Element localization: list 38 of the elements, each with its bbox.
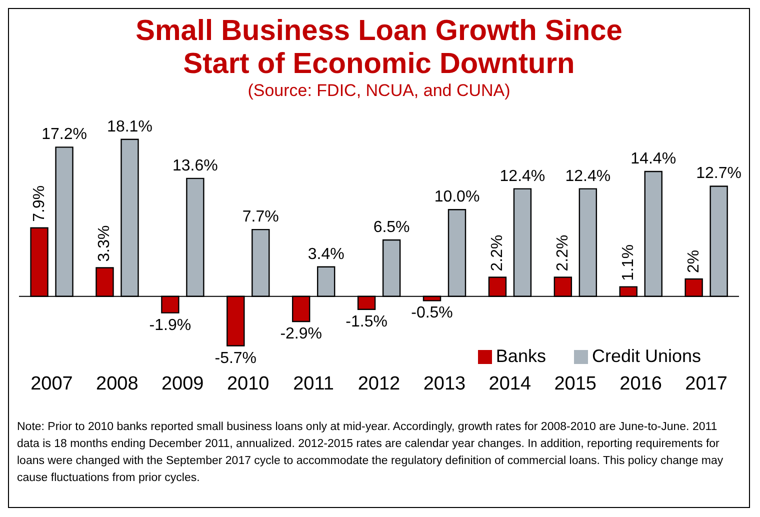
data-label: -0.5%	[411, 304, 453, 322]
data-label: 13.6%	[172, 157, 218, 174]
chart-subtitle: (Source: FDIC, NCUA, and CUNA)	[246, 81, 512, 101]
legend-label: Banks	[496, 346, 546, 366]
data-label: 3.4%	[308, 246, 344, 263]
data-label: 12.4%	[565, 168, 611, 185]
data-label: 10.0%	[434, 188, 480, 206]
data-label: 7.9%	[30, 185, 48, 222]
x-tick-label: 2008	[96, 373, 138, 394]
x-tick-label: 2011	[293, 373, 334, 394]
data-label: 2.2%	[488, 234, 506, 272]
x-tick-label: 2016	[620, 373, 662, 394]
data-label: -2.9%	[280, 325, 322, 342]
data-label: 2%	[685, 250, 702, 273]
x-tick-label: 2013	[423, 373, 466, 394]
x-tick-label: 2012	[358, 373, 400, 394]
data-label: 7.7%	[242, 208, 279, 226]
data-label: 12.7%	[696, 165, 742, 182]
data-label: 2.2%	[554, 234, 572, 272]
x-tick-label: 2014	[488, 373, 532, 394]
data-label: -5.7%	[214, 350, 257, 367]
legend-label: Credit Unions	[592, 346, 701, 366]
x-tick-label: 2009	[161, 373, 204, 394]
x-tick-label: 2015	[554, 373, 597, 394]
chart-title: Small Business Loan Growth Since Start of Economic Downturn	[134, 15, 624, 81]
x-tick-label: 2010	[226, 373, 270, 394]
data-label: 1.1%	[620, 244, 637, 281]
data-label: 17.2%	[42, 126, 87, 144]
data-label: 18.1%	[107, 118, 152, 136]
data-label: -1.9%	[149, 316, 192, 334]
data-label: 12.4%	[500, 168, 546, 185]
x-tick-label: 2017	[685, 373, 728, 394]
data-label: -1.5%	[346, 313, 388, 330]
x-tick-label: 2007	[30, 373, 73, 394]
data-label: 3.3%	[96, 225, 114, 262]
data-label: 6.5%	[373, 218, 410, 236]
data-label: 14.4%	[630, 150, 676, 168]
text: Note: Prior to 2010 banks reported small business loans only at mid-year. Accordingly, growth rates for 2008-2010 are June-to-June. 2011 data is 18 months ending December 2011, annualized. 2012-2015 rates are calendar year changes. In addition, reporting requirements for loans were changed with the September 2017 cycle to accommodate the regulatory definition of commercial loans. This policy change may cause fluctuations from prior cycles.	[17, 420, 724, 486]
